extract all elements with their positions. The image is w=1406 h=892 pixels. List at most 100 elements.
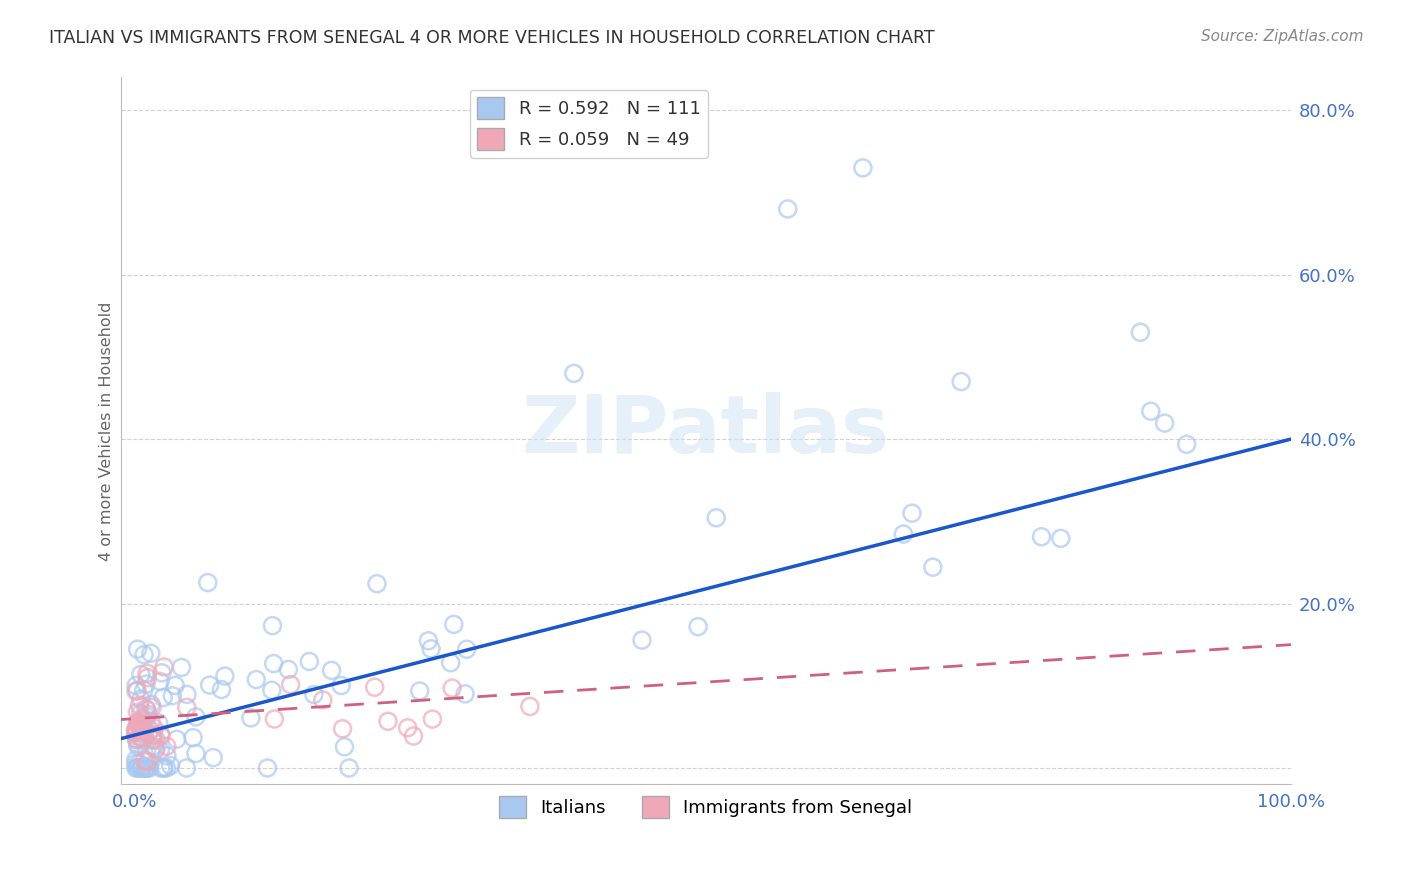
Point [159, 758, 181, 772]
Point [256, 761, 278, 775]
Point [134, 761, 156, 775]
Point [145, 743, 167, 757]
Point [263, 712, 285, 726]
Point [456, 642, 478, 657]
Point [156, 748, 179, 763]
Point [145, 740, 167, 755]
Point [418, 633, 440, 648]
Point [176, 687, 198, 701]
Point [129, 761, 152, 775]
Point [127, 737, 149, 751]
Point [127, 683, 149, 698]
Text: ZIPatlas: ZIPatlas [522, 392, 890, 470]
Point [704, 510, 727, 524]
Point [127, 716, 149, 731]
Point [125, 725, 148, 739]
Point [132, 648, 155, 662]
Point [402, 729, 425, 743]
Point [132, 733, 155, 747]
Point [132, 723, 155, 738]
Point [127, 715, 149, 730]
Point [1049, 532, 1071, 546]
Point [127, 739, 149, 753]
Point [142, 739, 165, 754]
Point [688, 620, 710, 634]
Point [142, 728, 165, 742]
Text: ITALIAN VS IMMIGRANTS FROM SENEGAL 4 OR MORE VEHICLES IN HOUSEHOLD CORRELATION C: ITALIAN VS IMMIGRANTS FROM SENEGAL 4 OR … [49, 29, 935, 46]
Point [131, 732, 153, 747]
Point [142, 733, 165, 747]
Point [440, 656, 463, 670]
Point [125, 722, 148, 736]
Point [1129, 326, 1152, 340]
Point [125, 761, 148, 775]
Point [135, 701, 157, 715]
Point [152, 761, 174, 775]
Point [162, 689, 184, 703]
Point [1175, 437, 1198, 451]
Point [125, 684, 148, 698]
Legend: Italians, Immigrants from Senegal: Italians, Immigrants from Senegal [492, 789, 920, 825]
Point [166, 732, 188, 747]
Point [776, 202, 799, 216]
Point [149, 729, 172, 743]
Point [136, 755, 159, 769]
Point [330, 679, 353, 693]
Point [135, 761, 157, 775]
Point [132, 683, 155, 698]
Point [155, 761, 177, 775]
Point [260, 683, 283, 698]
Point [149, 727, 172, 741]
Point [298, 655, 321, 669]
Point [277, 663, 299, 677]
Point [136, 666, 159, 681]
Point [198, 678, 221, 692]
Point [165, 678, 187, 692]
Point [181, 731, 204, 745]
Point [170, 660, 193, 674]
Point [125, 723, 148, 738]
Point [125, 761, 148, 775]
Point [409, 684, 432, 698]
Point [135, 718, 157, 732]
Point [125, 728, 148, 742]
Point [136, 707, 159, 722]
Point [131, 720, 153, 734]
Point [125, 732, 148, 747]
Point [152, 690, 174, 705]
Point [1139, 404, 1161, 418]
Point [139, 714, 162, 729]
Point [128, 719, 150, 733]
Point [127, 715, 149, 730]
Point [149, 674, 172, 689]
Point [129, 761, 152, 775]
Point [125, 756, 148, 771]
Point [441, 681, 464, 695]
Point [145, 732, 167, 747]
Point [131, 721, 153, 735]
Point [127, 732, 149, 747]
Point [364, 680, 387, 694]
Point [125, 725, 148, 739]
Point [631, 633, 654, 648]
Point [128, 720, 150, 734]
Point [129, 667, 152, 681]
Point [197, 575, 219, 590]
Point [127, 642, 149, 657]
Point [125, 726, 148, 740]
Point [134, 754, 156, 768]
Point [125, 732, 148, 747]
Point [136, 703, 159, 717]
Point [519, 699, 541, 714]
Point [921, 560, 943, 574]
Point [143, 721, 166, 735]
Point [139, 723, 162, 738]
Point [312, 693, 335, 707]
Point [129, 706, 152, 721]
Point [131, 731, 153, 745]
Point [152, 761, 174, 775]
Point [135, 709, 157, 723]
Point [135, 761, 157, 775]
Point [128, 756, 150, 771]
Point [129, 712, 152, 726]
